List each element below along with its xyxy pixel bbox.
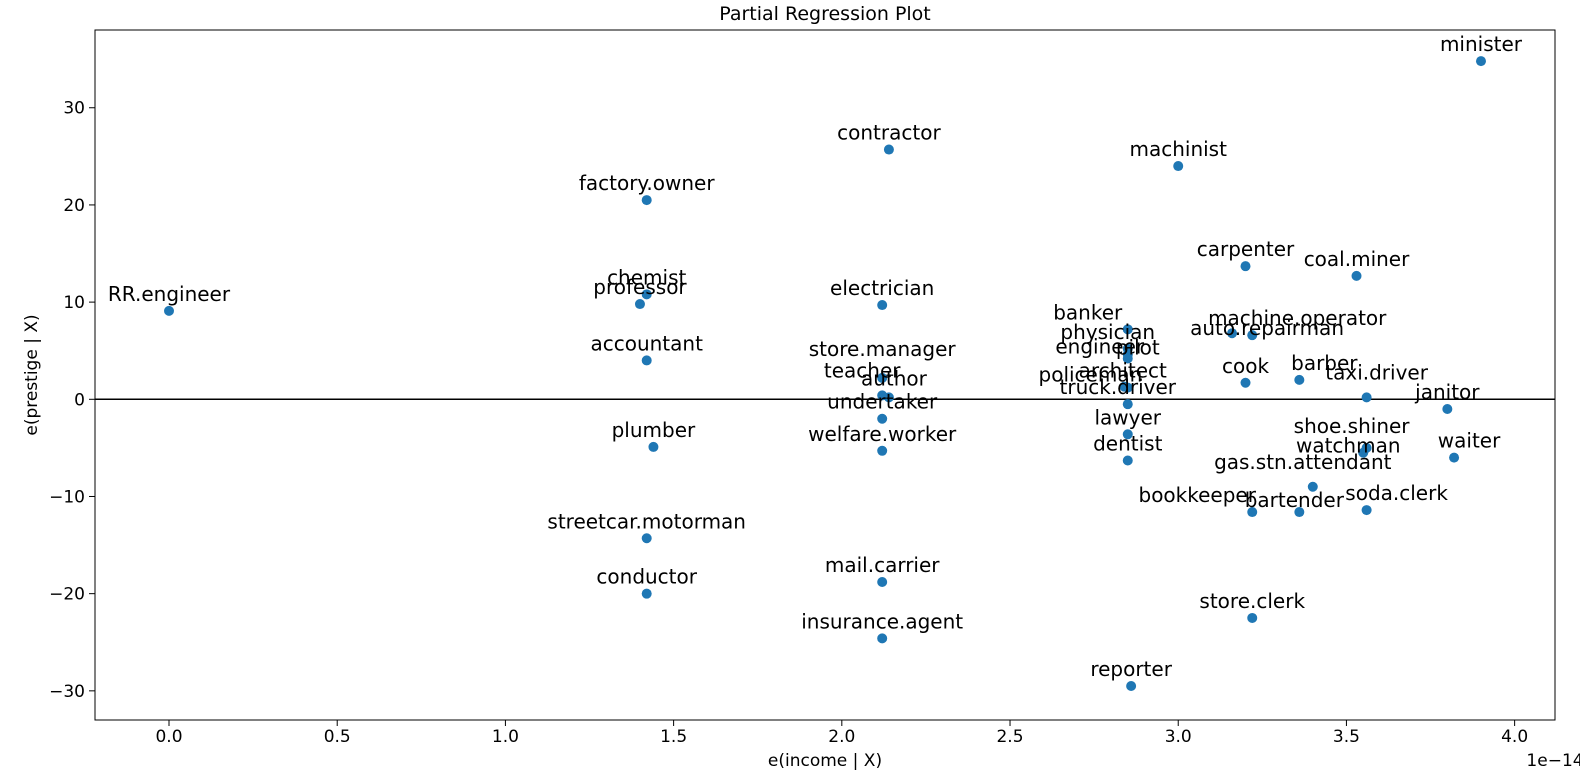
scatter-point [1123,456,1133,466]
x-tick-label: 2.5 [996,727,1023,747]
scatter-point [1126,681,1136,691]
point-label: RR.engineer [108,282,231,306]
x-tick-label: 0.0 [155,727,182,747]
point-label: streetcar.motorman [547,509,746,533]
scatter-point [1362,505,1372,515]
x-axis-exponent: 1e−14 [1526,751,1580,771]
scatter-point [877,633,887,643]
y-tick-label: −30 [49,682,85,702]
point-label: truck.driver [1060,375,1177,399]
point-label: soda.clerk [1345,481,1448,505]
scatter-point [1294,375,1304,385]
point-label: minister [1440,32,1523,56]
point-label: taxi.driver [1325,360,1428,384]
point-label: insurance.agent [801,609,963,633]
scatter-point [1173,161,1183,171]
point-label: plumber [612,418,696,442]
x-tick-label: 1.0 [492,727,519,747]
scatter-point [1476,56,1486,66]
y-tick-label: 20 [63,196,85,216]
scatter-point [1247,613,1257,623]
point-label: reporter [1090,657,1172,681]
y-tick-label: 0 [74,390,85,410]
scatter-point [648,442,658,452]
x-tick-label: 0.5 [324,727,351,747]
point-label: professor [593,275,687,299]
point-label: carpenter [1197,237,1295,261]
x-tick-label: 4.0 [1501,727,1528,747]
chart-title: Partial Regression Plot [719,3,931,25]
chart-svg: 0.0 0.5 1.0 1.5 2.0 2.5 3.0 3.5 4.0 −30 −20 −10 0 10 2… [0,0,1580,781]
scatter-point [642,589,652,599]
scatter-point [642,355,652,365]
scatter-point [642,195,652,205]
scatter-point [1449,453,1459,463]
y-tick-label: −10 [49,487,85,507]
point-label: store.clerk [1199,589,1305,613]
point-label: machinist [1129,137,1227,161]
scatter-point [1241,261,1251,271]
scatter-point [884,145,894,155]
scatter-point [1241,378,1251,388]
point-label: dentist [1093,432,1162,456]
y-tick-label: 30 [63,99,85,119]
point-label: auto.repairman [1190,316,1344,340]
x-tick-label: 3.0 [1165,727,1192,747]
scatter-point [1352,271,1362,281]
y-tick-label: 10 [63,293,85,313]
scatter-point [164,306,174,316]
point-label: lawyer [1094,405,1161,429]
point-label: factory.owner [579,171,716,195]
scatter-point [877,577,887,587]
x-axis-label: e(income | X) [768,751,882,771]
point-label: conductor [596,565,697,589]
point-label: gas.stn.attendant [1214,450,1392,474]
point-label: undertaker [827,390,938,414]
point-label: welfare.worker [808,422,957,446]
scatter-point [877,446,887,456]
point-label: bartender [1245,488,1345,512]
point-label: coal.miner [1304,247,1410,271]
point-label: waiter [1438,429,1501,453]
point-label: cook [1222,354,1269,378]
scatter-point [635,299,645,309]
point-label: pilot [1116,336,1160,360]
x-tick-label: 1.5 [660,727,687,747]
point-label: electrician [830,276,934,300]
y-tick-label: −20 [49,585,85,605]
point-label: mail.carrier [825,553,940,577]
point-label: author [861,366,928,390]
point-label: janitor [1414,380,1480,404]
point-label: bookkeeper [1139,483,1257,507]
y-axis-label: e(prestige | X) [22,314,42,435]
scatter-point [877,300,887,310]
scatter-point [642,533,652,543]
x-tick-label: 2.0 [828,727,855,747]
scatter-point [1362,392,1372,402]
point-label: accountant [590,331,703,355]
point-label: contractor [837,121,941,145]
point-label: store.manager [809,337,957,361]
x-tick-label: 3.5 [1333,727,1360,747]
scatter-point [1442,404,1452,414]
partial-regression-plot: 0.0 0.5 1.0 1.5 2.0 2.5 3.0 3.5 4.0 −30 −20 −10 0 10 2… [0,0,1580,781]
